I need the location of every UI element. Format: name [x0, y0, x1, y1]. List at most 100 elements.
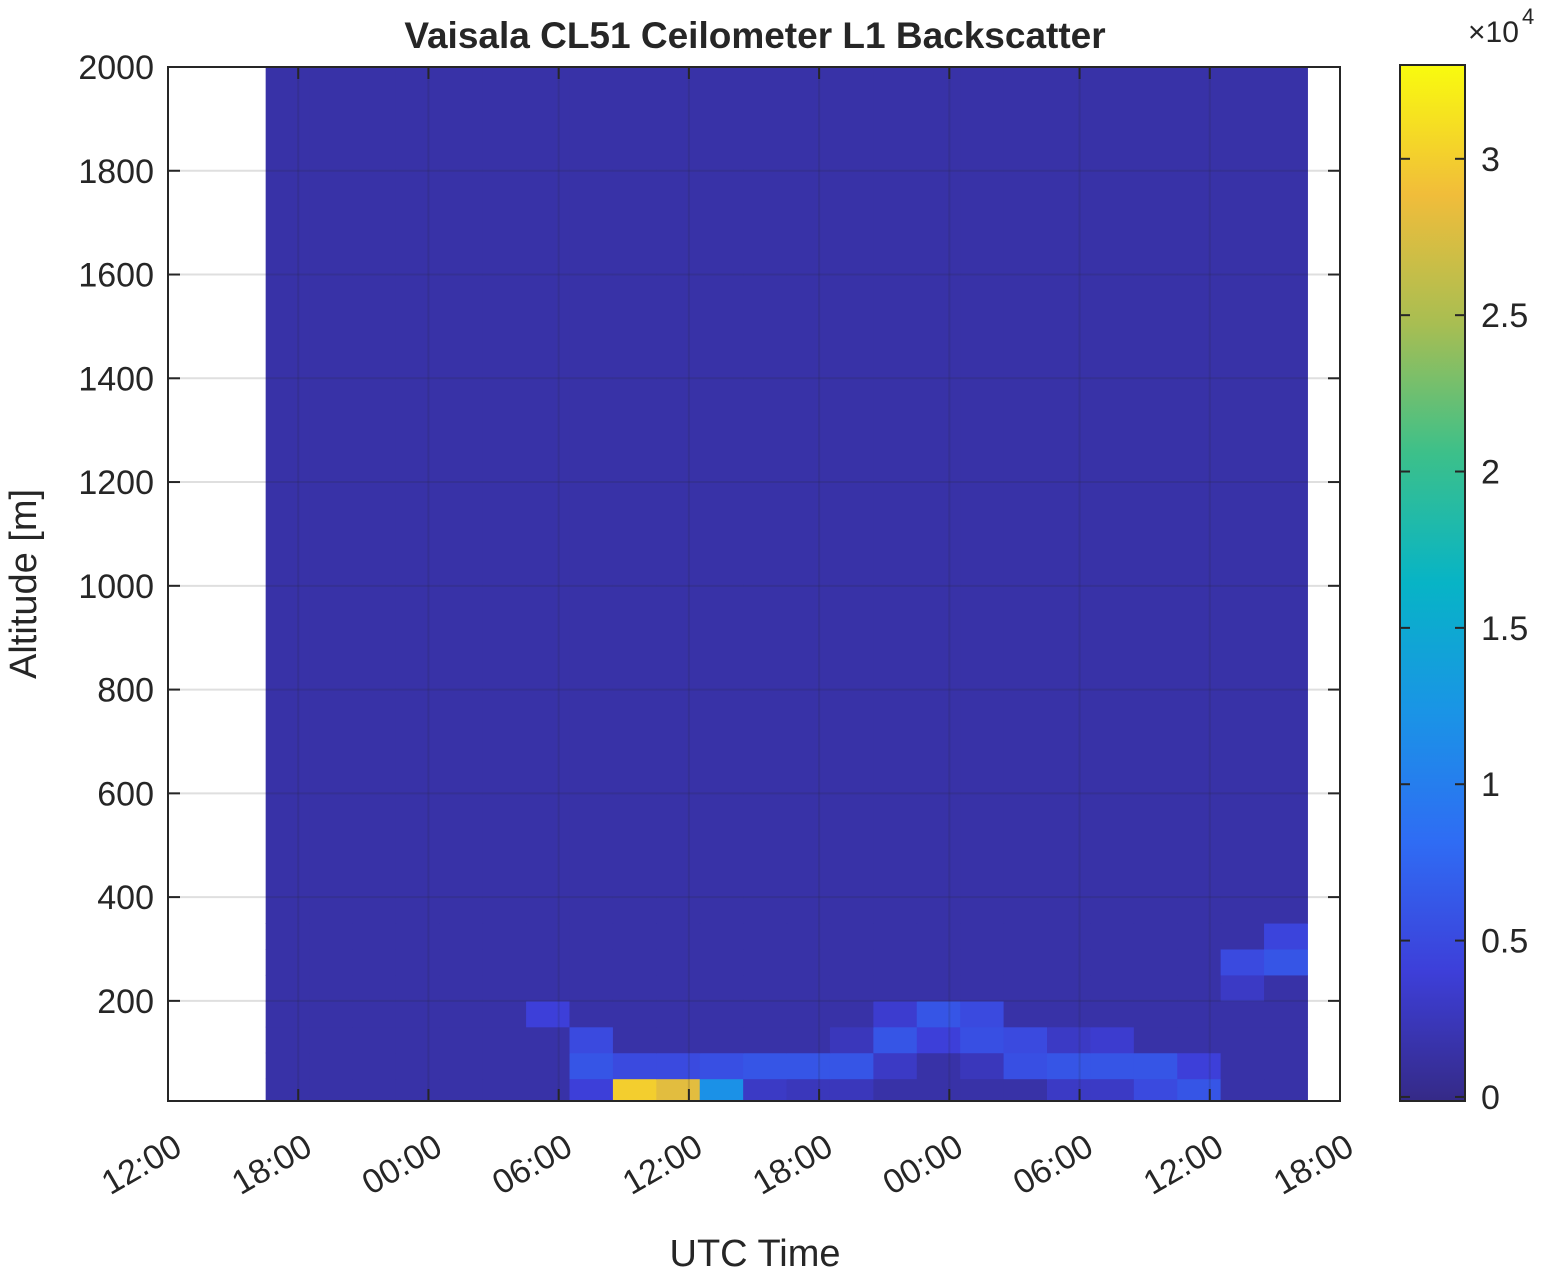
- heatmap-cell: [1220, 1026, 1265, 1054]
- heatmap-cell: [829, 948, 874, 976]
- heatmap-cell: [1133, 923, 1178, 950]
- heatmap-cell: [612, 923, 657, 950]
- colorbar-tick-label: 1: [1481, 766, 1500, 804]
- heatmap-cell: [829, 1000, 874, 1028]
- heatmap-cell: [1047, 1052, 1091, 1080]
- heatmap-cell: [439, 1000, 484, 1028]
- colorbar-tick-label: 0: [1481, 1079, 1500, 1117]
- heatmap-cell: [786, 67, 831, 924]
- heatmap-cell: [916, 1026, 961, 1054]
- y-tick-label: 2000: [78, 49, 154, 87]
- heatmap-cell: [960, 974, 1005, 1002]
- y-tick-label: 600: [97, 775, 154, 813]
- y-tick-label: 800: [97, 672, 154, 710]
- heatmap-cell: [1264, 1026, 1308, 1054]
- heatmap-cell: [309, 1026, 353, 1054]
- heatmap-cell: [352, 1026, 397, 1054]
- heatmap-cell: [786, 1000, 831, 1028]
- heatmap-cell: [829, 1026, 874, 1054]
- colorbar-tick-label: 1.5: [1481, 610, 1528, 648]
- heatmap-cell: [482, 1052, 527, 1080]
- heatmap-cell: [309, 948, 353, 976]
- heatmap-cell: [656, 948, 701, 976]
- heatmap-cell: [873, 67, 918, 924]
- heatmap-cell: [786, 1026, 831, 1054]
- heatmap-cell: [439, 923, 484, 950]
- heatmap-cell: [439, 67, 484, 924]
- x-tick-label: 06:00: [1007, 1127, 1100, 1202]
- heatmap-cell: [309, 1078, 353, 1102]
- heatmap-cell: [526, 923, 571, 950]
- heatmap-cell: [309, 1052, 353, 1080]
- heatmap-cell: [916, 948, 961, 976]
- heatmap-cell: [395, 67, 440, 924]
- heatmap-cell: [482, 974, 527, 1002]
- heatmap-cell: [1177, 1026, 1222, 1054]
- heatmap-cell: [916, 974, 961, 1002]
- heatmap-cell: [873, 974, 918, 1002]
- heatmap-cell: [1090, 1000, 1135, 1028]
- heatmap-cell: [1090, 1052, 1135, 1080]
- heatmap-cell: [873, 948, 918, 976]
- heatmap-cell: [829, 1052, 874, 1080]
- heatmap-cell: [1090, 1026, 1135, 1054]
- heatmap-cell: [569, 1078, 614, 1102]
- heatmap-cell: [1090, 974, 1135, 1002]
- heatmap-cell: [395, 1000, 440, 1028]
- heatmap-cell: [1047, 1000, 1091, 1028]
- colorbar-tick-label: 3: [1481, 141, 1500, 179]
- heatmap-cell: [656, 1000, 701, 1028]
- heatmap-cell: [352, 1000, 397, 1028]
- heatmap-cell: [612, 1052, 657, 1080]
- heatmap-cell: [352, 67, 397, 924]
- heatmap-cell: [569, 923, 614, 950]
- x-tick-label: 00:00: [356, 1127, 449, 1202]
- heatmap-cell: [1003, 1078, 1048, 1102]
- heatmap-cell: [1047, 923, 1091, 950]
- heatmap-cell: [829, 67, 874, 924]
- heatmap-cell: [699, 1026, 744, 1054]
- heatmap-cell: [352, 948, 397, 976]
- heatmap-cell: [873, 1000, 918, 1028]
- heatmap-cell: [1133, 1026, 1178, 1054]
- heatmap-cell: [656, 923, 701, 950]
- heatmap-cell: [395, 974, 440, 1002]
- heatmap-cell: [916, 1078, 961, 1102]
- heatmap-cell: [526, 948, 571, 976]
- heatmap-cell: [309, 67, 353, 924]
- heatmap-cell: [612, 948, 657, 976]
- heatmap-cell: [439, 1052, 484, 1080]
- heatmap-cell: [743, 923, 788, 950]
- heatmap-cell: [743, 974, 788, 1002]
- heatmap-cell: [265, 923, 310, 950]
- heatmap-cell: [743, 948, 788, 976]
- heatmap-cell: [1264, 67, 1308, 924]
- heatmap-cell: [569, 948, 614, 976]
- heatmap-cell: [960, 1000, 1005, 1028]
- axes-box: [167, 66, 1341, 1102]
- heatmap-cell: [786, 974, 831, 1002]
- heatmap-cell: [1177, 948, 1222, 976]
- heatmap-cell: [656, 974, 701, 1002]
- heatmap-cell: [1177, 1052, 1222, 1080]
- heatmap-cell: [1047, 67, 1091, 924]
- heatmap-cell: [829, 923, 874, 950]
- x-axis-label: UTC Time: [670, 1233, 841, 1272]
- heatmap-cell: [699, 974, 744, 1002]
- heatmap-cell: [482, 923, 527, 950]
- heatmap-cell: [1003, 1000, 1048, 1028]
- heatmap-cell: [526, 67, 571, 924]
- heatmap-cell: [265, 1078, 310, 1102]
- heatmap-cell: [1177, 974, 1222, 1002]
- heatmap-cell: [1220, 67, 1265, 924]
- heatmap-cell: [526, 974, 571, 1002]
- colorbar-tick-label: 2.5: [1481, 297, 1528, 335]
- heatmap-cell: [612, 974, 657, 1002]
- heatmap-cell: [612, 1026, 657, 1054]
- heatmap-cell: [439, 974, 484, 1002]
- heatmap-cell: [1047, 1078, 1091, 1102]
- heatmap-cell: [1133, 67, 1178, 924]
- heatmap-cell: [526, 1078, 571, 1102]
- heatmap-cell: [1220, 948, 1265, 976]
- heatmap-cell: [1047, 948, 1091, 976]
